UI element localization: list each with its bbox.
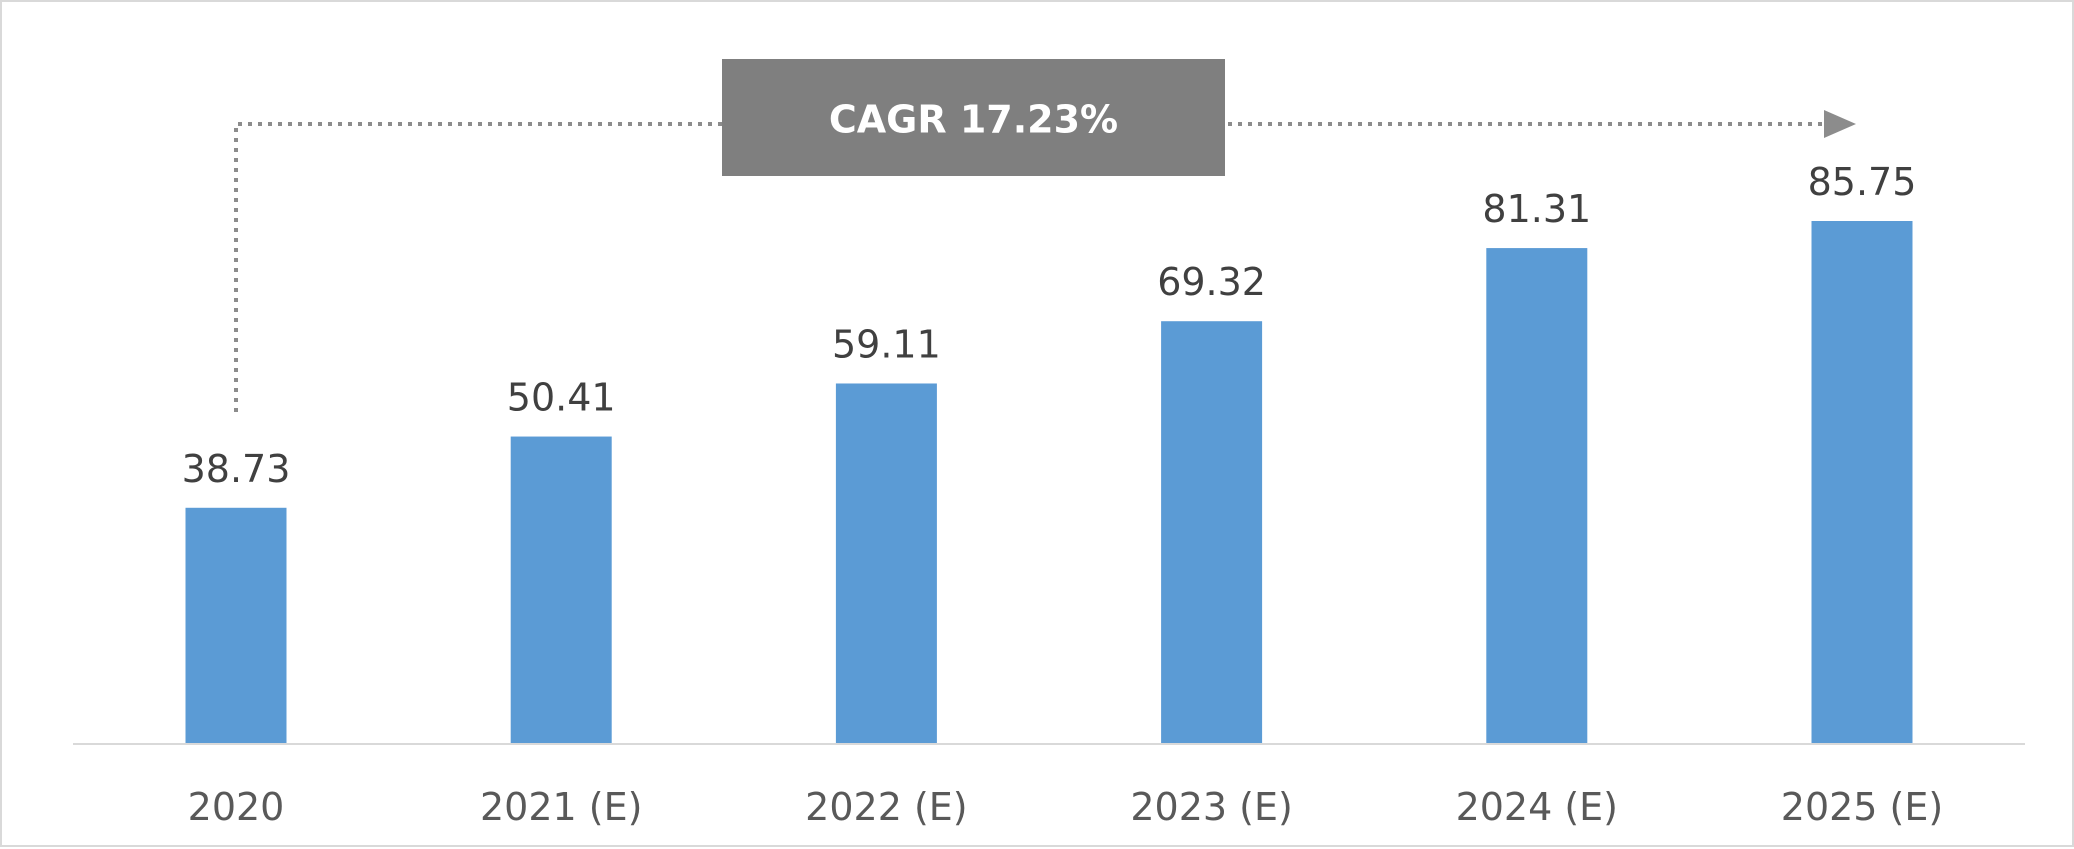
x-tick-label-3: 2023 (E) — [1130, 785, 1292, 829]
bar-0 — [185, 507, 287, 744]
data-label-2: 59.11 — [832, 322, 941, 366]
cagr-dotted-line — [234, 122, 1832, 412]
x-tick-label-1: 2021 (E) — [480, 785, 642, 829]
x-tick-label-2: 2022 (E) — [805, 785, 967, 829]
cagr-annotation: CAGR 17.23% — [234, 59, 1856, 412]
bars: 38.73 50.41 59.11 69.32 81.31 85.75 — [182, 160, 1917, 744]
data-label-1: 50.41 — [507, 376, 616, 420]
bar-4 — [1486, 248, 1588, 744]
bar-3 — [1161, 321, 1263, 744]
x-tick-label-0: 2020 — [188, 785, 285, 829]
cagr-label: CAGR 17.23% — [829, 98, 1118, 142]
bar-1 — [510, 436, 612, 744]
x-axis-ticks: 2020 2021 (E) 2022 (E) 2023 (E) 2024 (E) 2025… — [188, 785, 1944, 829]
x-tick-label-5: 2025 (E) — [1781, 785, 1943, 829]
data-label-0: 38.73 — [182, 447, 291, 491]
data-label-4: 81.31 — [1482, 187, 1591, 231]
data-label-3: 69.32 — [1157, 260, 1266, 304]
data-label-5: 85.75 — [1808, 160, 1917, 204]
bar-2 — [835, 383, 937, 744]
x-tick-label-4: 2024 (E) — [1456, 785, 1618, 829]
cagr-box — [722, 59, 1225, 176]
bar-5 — [1811, 221, 1913, 744]
cagr-arrowhead — [1824, 110, 1856, 138]
